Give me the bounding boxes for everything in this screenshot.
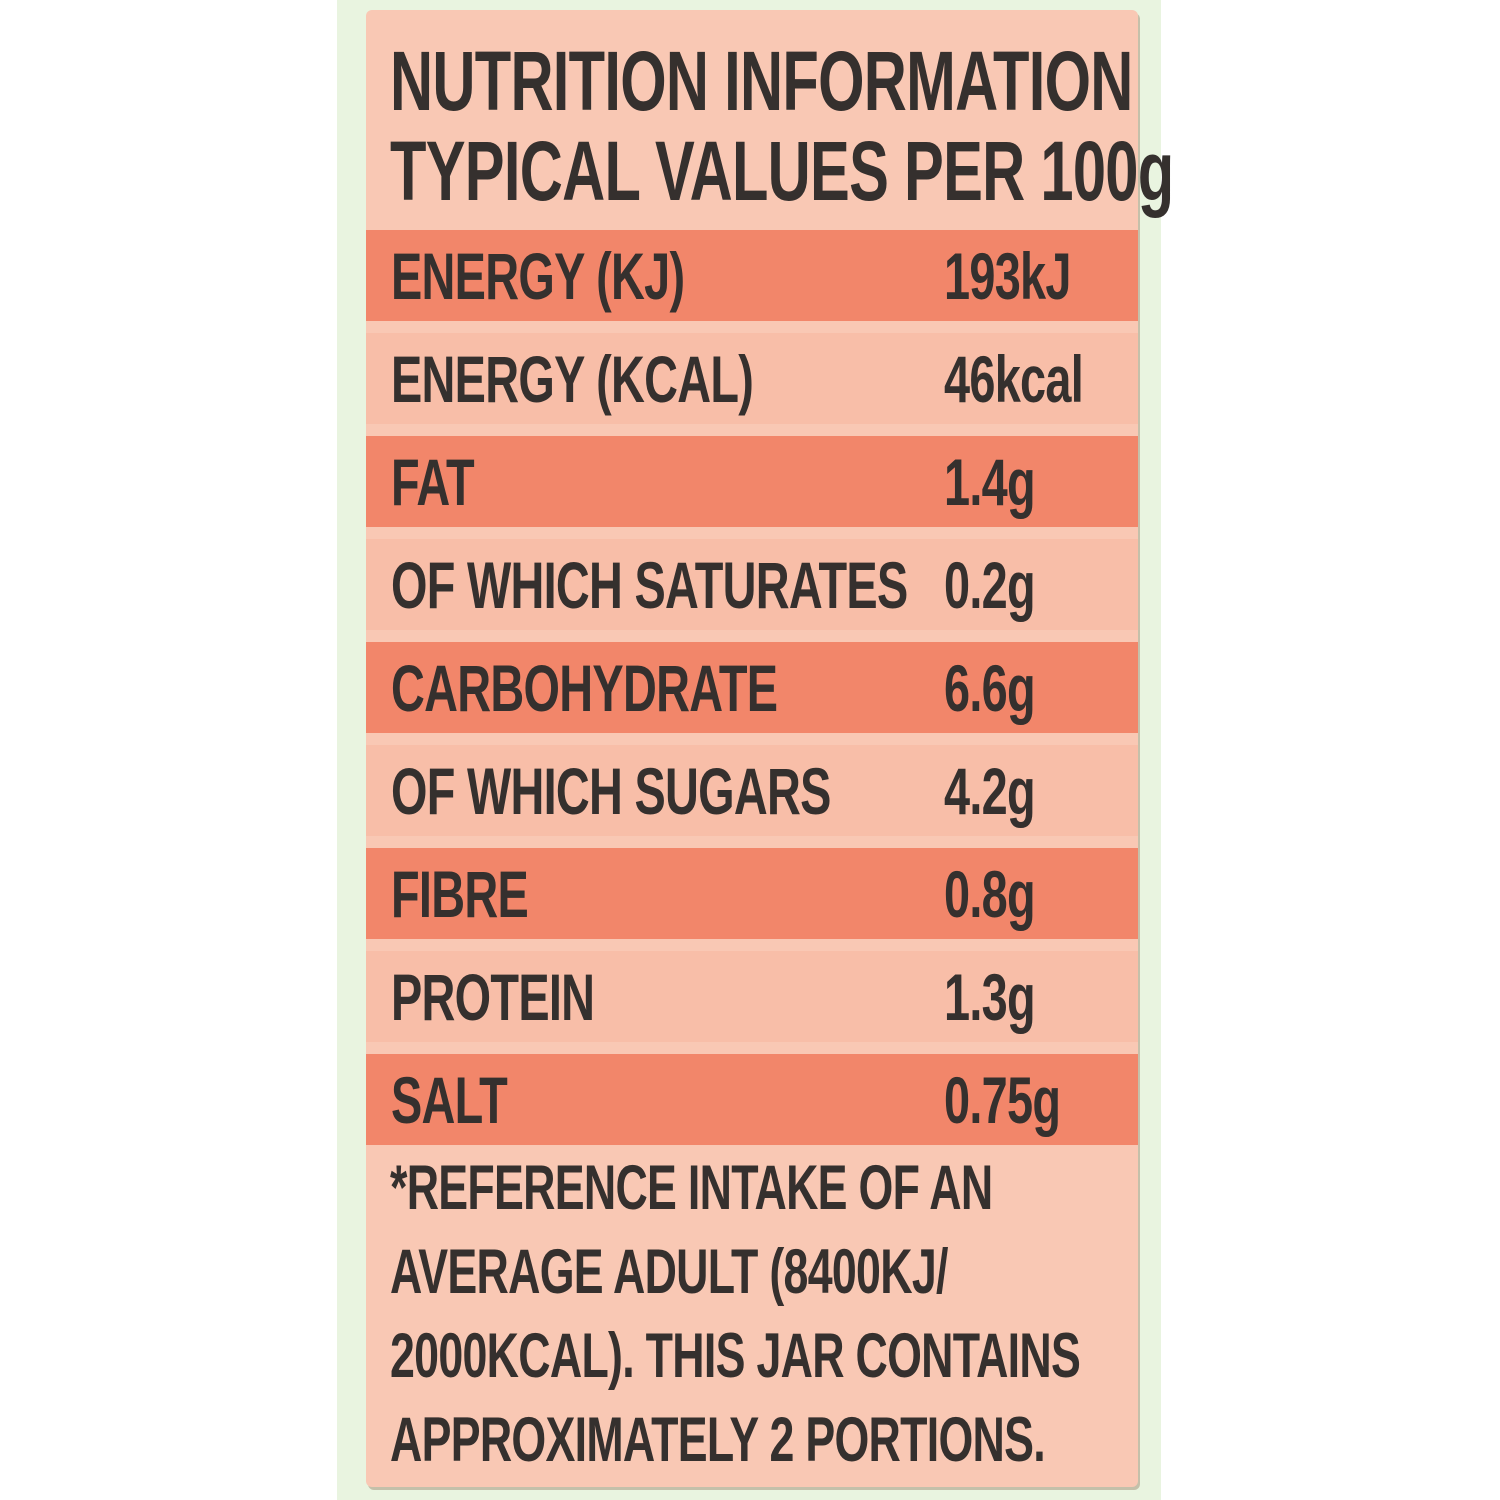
nutrient-value: 6.6g (944, 650, 1036, 725)
nutrient-value: 1.3g (944, 959, 1036, 1034)
nutrient-value: 46kcal (944, 341, 1084, 416)
nutrient-value: 4.2g (944, 753, 1036, 828)
table-row: OF WHICH SUGARS 4.2g (366, 745, 1138, 836)
reference-intake-note-line2: AVERAGE ADULT (8400KJ/ (390, 1237, 948, 1307)
table-row: PROTEIN 1.3g (366, 951, 1138, 1042)
table-row: ENERGY (KJ) 193kJ (366, 230, 1138, 321)
nutrition-table: ENERGY (KJ) 193kJ ENERGY (KCAL) 46kcal F… (366, 230, 1138, 1157)
reference-intake-note: *REFERENCE INTAKE OF AN AVERAGE ADULT (8… (390, 1146, 1362, 1482)
table-row: CARBOHYDRATE 6.6g (366, 642, 1138, 733)
nutrition-panel: NUTRITION INFORMATION TYPICAL VALUES PER… (366, 10, 1174, 1487)
table-row: ENERGY (KCAL) 46kcal (366, 333, 1138, 424)
reference-intake-note-line1: *REFERENCE INTAKE OF AN (390, 1153, 993, 1223)
table-row: FAT 1.4g (366, 436, 1138, 527)
reference-intake-note-line3: 2000KCAL). THIS JAR CONTAINS (390, 1321, 1081, 1391)
nutrient-value: 193kJ (944, 238, 1071, 313)
nutrient-name: ENERGY (KCAL) (391, 341, 754, 416)
nutrient-name: SALT (391, 1062, 508, 1137)
nutrient-name: FAT (391, 444, 475, 519)
table-row: OF WHICH SATURATES 0.2g (366, 539, 1138, 630)
nutrient-value: 0.2g (944, 547, 1036, 622)
panel-title-line1: NUTRITION INFORMATION (390, 34, 1133, 128)
nutrient-name: OF WHICH SATURATES (391, 547, 908, 622)
panel-title: NUTRITION INFORMATION TYPICAL VALUES PER… (390, 36, 1494, 216)
nutrient-value: 0.75g (944, 1062, 1061, 1137)
nutrient-value: 0.8g (944, 856, 1036, 931)
nutrient-name: PROTEIN (391, 959, 595, 1034)
reference-intake-note-line4: APPROXIMATELY 2 PORTIONS. (390, 1405, 1046, 1475)
nutrient-name: FIBRE (391, 856, 529, 931)
nutrient-name: OF WHICH SUGARS (391, 753, 831, 828)
nutrient-value: 1.4g (944, 444, 1036, 519)
nutrient-name: ENERGY (KJ) (391, 238, 685, 313)
table-row: FIBRE 0.8g (366, 848, 1138, 939)
table-row: SALT 0.75g (366, 1054, 1138, 1145)
panel-title-line2: TYPICAL VALUES PER 100g (390, 124, 1174, 218)
nutrient-name: CARBOHYDRATE (391, 650, 778, 725)
